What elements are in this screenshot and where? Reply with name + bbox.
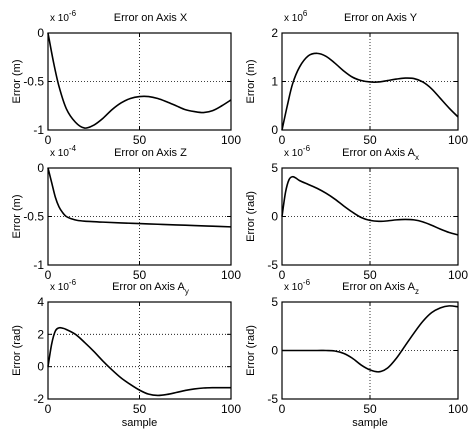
- x-tick-label: 50: [133, 268, 147, 282]
- x-tick-label: 0: [279, 133, 286, 147]
- exponent-label: x 10-6: [50, 278, 77, 293]
- x-tick-label: 100: [448, 402, 468, 416]
- series-line: [47, 167, 232, 228]
- x-tick-label: 100: [448, 268, 468, 282]
- subplot-title: Error on Axis X: [114, 12, 188, 24]
- subplot-title: Error on Axis Az: [342, 281, 419, 296]
- exponent-label: x 106: [284, 9, 308, 24]
- y-tick-label: 2: [271, 26, 278, 40]
- series-line: [282, 305, 459, 373]
- x-tick-label: 100: [221, 268, 241, 282]
- exponent-label: x 10-6: [50, 9, 77, 24]
- series-line: [281, 175, 459, 236]
- subplot-title: Error on Axis Ay: [112, 281, 189, 296]
- y-tick-label: 4: [37, 295, 44, 309]
- x-tick-label: 0: [45, 402, 52, 416]
- subplot-title: Error on Axis Y: [344, 12, 418, 24]
- subplot-2: 0 50 100 0 1 2 x 106 Error on Axis Y Error (m): [245, 9, 468, 147]
- x-tick-label: 50: [133, 133, 147, 147]
- x-tick-label: 100: [221, 133, 241, 147]
- x-tick-label: 0: [279, 268, 286, 282]
- y-axis-label: Error (rad): [11, 325, 23, 376]
- x-tick-label: 0: [279, 402, 286, 416]
- series-line: [281, 52, 459, 131]
- y-tick-label: -5: [267, 392, 278, 406]
- x-tick-label: 100: [221, 402, 241, 416]
- subplot-title: Error on Axis Ax: [342, 147, 419, 162]
- exponent-label: x 10-4: [50, 144, 77, 159]
- x-tick-label: 100: [448, 133, 468, 147]
- y-axis-label: Error (rad): [245, 325, 257, 376]
- y-tick-label: -1: [33, 258, 44, 272]
- y-axis-label: Error (m): [11, 195, 23, 239]
- x-tick-label: 0: [45, 133, 52, 147]
- x-tick-label: 0: [45, 268, 52, 282]
- y-axis-label: Error (m): [11, 60, 23, 104]
- x-tick-label: 50: [363, 268, 377, 282]
- y-tick-label: 2: [37, 327, 44, 341]
- y-tick-label: 5: [271, 161, 278, 175]
- subplot-1: 0 50 100 -1 -0.5 0 x 10-6 Error on Axis X Error …: [11, 9, 241, 147]
- x-tick-label: 50: [133, 402, 147, 416]
- y-tick-label: -5: [267, 258, 278, 272]
- x-tick-label: 50: [363, 133, 377, 147]
- y-tick-label: 0: [37, 161, 44, 175]
- exponent-label: x 10-6: [284, 278, 311, 293]
- y-tick-label: 1: [271, 75, 278, 89]
- y-tick-label: -0.5: [23, 210, 44, 224]
- x-axis-label: sample: [122, 417, 157, 429]
- x-tick-label: 50: [363, 402, 377, 416]
- y-tick-label: -2: [33, 392, 44, 406]
- series-line: [47, 326, 231, 397]
- y-tick-label: -1: [33, 123, 44, 137]
- y-tick-label: 0: [271, 210, 278, 224]
- y-tick-label: 5: [271, 295, 278, 309]
- y-tick-label: 0: [37, 360, 44, 374]
- y-tick-label: -0.5: [23, 75, 44, 89]
- y-tick-label: 0: [37, 26, 44, 40]
- y-axis-label: Error (rad): [245, 191, 257, 242]
- subplot-title: Error on Axis Z: [114, 147, 187, 159]
- y-tick-label: 0: [271, 344, 278, 358]
- y-axis-label: Error (m): [245, 60, 257, 104]
- series-line: [47, 32, 232, 129]
- y-tick-label: 0: [271, 123, 278, 137]
- x-axis-label: sample: [352, 417, 387, 429]
- subplot-3: 0 50 100 -1 -0.5 0 x 10-4 Error on Axis Z Error …: [11, 144, 241, 282]
- exponent-label: x 10-6: [284, 144, 311, 159]
